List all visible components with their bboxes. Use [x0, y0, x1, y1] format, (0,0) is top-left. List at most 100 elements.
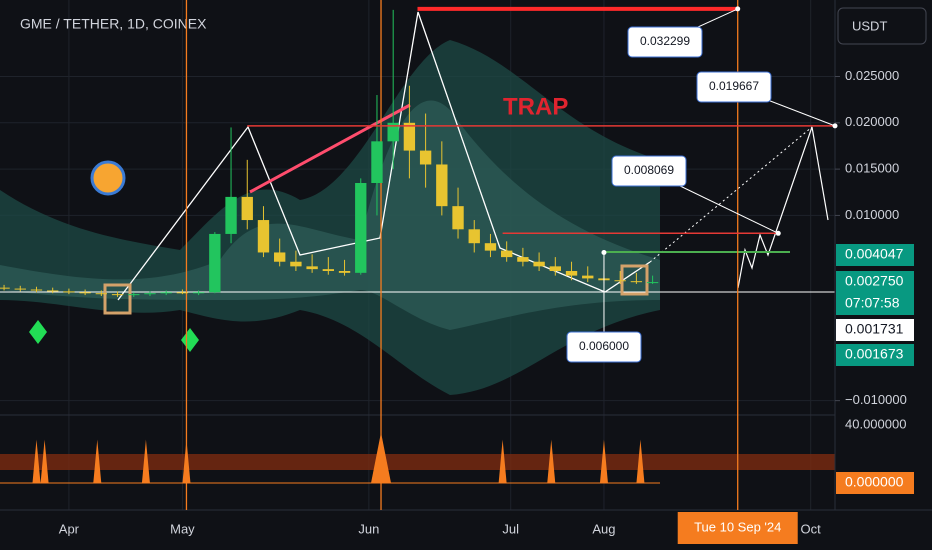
- cursor-date: Tue 10 Sep '24: [694, 519, 781, 534]
- candle-body: [468, 229, 480, 244]
- indicator-spike: [182, 439, 191, 483]
- indicator-spike: [599, 439, 608, 483]
- candle-body: [128, 294, 140, 296]
- y-tick-label: 0.020000: [845, 114, 899, 129]
- y-tick-label: −0.010000: [845, 392, 907, 407]
- indicator-tag-label: 0.000000: [845, 474, 904, 490]
- candle-body: [355, 183, 367, 273]
- level-label: 0.019667: [709, 79, 759, 93]
- y-tick-label: 0.010000: [845, 207, 899, 222]
- candle-body: [306, 266, 318, 270]
- candle-body: [517, 257, 529, 262]
- indicator-spike: [547, 439, 556, 483]
- indicator-spike: [141, 439, 150, 483]
- price-tag-label: 0.001731: [845, 321, 904, 337]
- candle-body: [501, 250, 513, 258]
- trap-label: TRAP: [503, 93, 568, 120]
- x-tick-label: May: [170, 521, 195, 536]
- price-tag: [836, 244, 914, 266]
- price-tag: [836, 271, 914, 293]
- y-tick-label: 0.025000: [845, 68, 899, 83]
- x-tick-label: Aug: [592, 521, 615, 536]
- candle-body: [241, 196, 253, 221]
- candle-body: [63, 291, 75, 293]
- candle-body: [565, 270, 578, 276]
- candle-body: [79, 292, 91, 294]
- candle-body: [646, 282, 659, 284]
- candle-body: [549, 266, 561, 271]
- x-tick-label: Jul: [502, 521, 519, 536]
- diamond: [29, 320, 47, 344]
- price-tag: [836, 319, 914, 341]
- indicator-tick-label: 40.000000: [845, 417, 906, 432]
- candle-body: [533, 261, 545, 267]
- level-point: [601, 249, 607, 255]
- y-tick-label: 0.015000: [845, 161, 899, 176]
- indicator-spike: [93, 439, 102, 483]
- candle-body: [387, 122, 399, 142]
- marker-box: [620, 264, 649, 296]
- level-label: 0.006000: [579, 339, 629, 353]
- candle-body: [30, 289, 43, 291]
- indicator-tag: [836, 472, 914, 494]
- candle-body: [371, 141, 383, 184]
- price-tag: [836, 293, 914, 315]
- inner-band: [0, 100, 660, 330]
- candle-body: [176, 292, 189, 294]
- candle-body: [419, 150, 432, 165]
- candle-body: [582, 275, 594, 279]
- candle-body: [290, 261, 302, 267]
- price-tag-label: 0.001673: [845, 346, 904, 362]
- indicator-spike: [636, 439, 645, 483]
- icon: [90, 160, 126, 196]
- candle-body: [452, 206, 464, 230]
- candle-body: [144, 293, 156, 295]
- candle-body: [225, 196, 237, 234]
- projection: [649, 126, 813, 263]
- candle-body: [192, 292, 205, 294]
- currency-box: [837, 7, 927, 45]
- candle-body: [630, 281, 643, 283]
- level-point: [775, 230, 781, 236]
- candle-body: [436, 164, 448, 207]
- level-box: [696, 71, 772, 103]
- candle-body: [95, 293, 108, 295]
- candle-body: [111, 294, 124, 296]
- diamond: [181, 328, 199, 352]
- level-label: 0.032299: [640, 34, 690, 48]
- indicator-zone: [0, 454, 835, 470]
- level-box: [566, 331, 642, 363]
- level-point: [735, 6, 741, 12]
- indicator-spike: [498, 439, 507, 483]
- level-box: [627, 26, 703, 58]
- marker-box: [103, 283, 132, 315]
- x-tick-label: Jun: [358, 521, 379, 536]
- price-tag: [836, 344, 914, 366]
- indicator-spike: [40, 439, 49, 483]
- price-tag-label: 0.002750: [845, 273, 904, 289]
- zigzag: [117, 11, 651, 301]
- price-tag-label: 0.004047: [845, 246, 904, 262]
- candle-body: [403, 122, 416, 151]
- candle-body: [0, 287, 10, 289]
- projection-path: [737, 126, 829, 289]
- trend-line: [249, 103, 411, 194]
- candle-body: [614, 280, 626, 282]
- level-label: 0.008069: [624, 163, 674, 177]
- level-box: [611, 155, 687, 187]
- x-tick-label: Oct: [801, 521, 822, 536]
- candle-body: [209, 233, 221, 293]
- candle-body: [160, 292, 172, 294]
- x-tick-label: Apr: [59, 521, 80, 536]
- candle-body: [274, 252, 286, 262]
- candle-body: [484, 243, 497, 251]
- indicator-spike: [32, 439, 41, 483]
- candle-body: [14, 288, 26, 290]
- candle-body: [338, 270, 351, 273]
- cursor-date-box: [677, 512, 798, 544]
- candle-body: [257, 220, 270, 253]
- currency: USDT: [852, 18, 887, 33]
- level-point: [832, 123, 838, 129]
- indicator-spike: [371, 432, 392, 483]
